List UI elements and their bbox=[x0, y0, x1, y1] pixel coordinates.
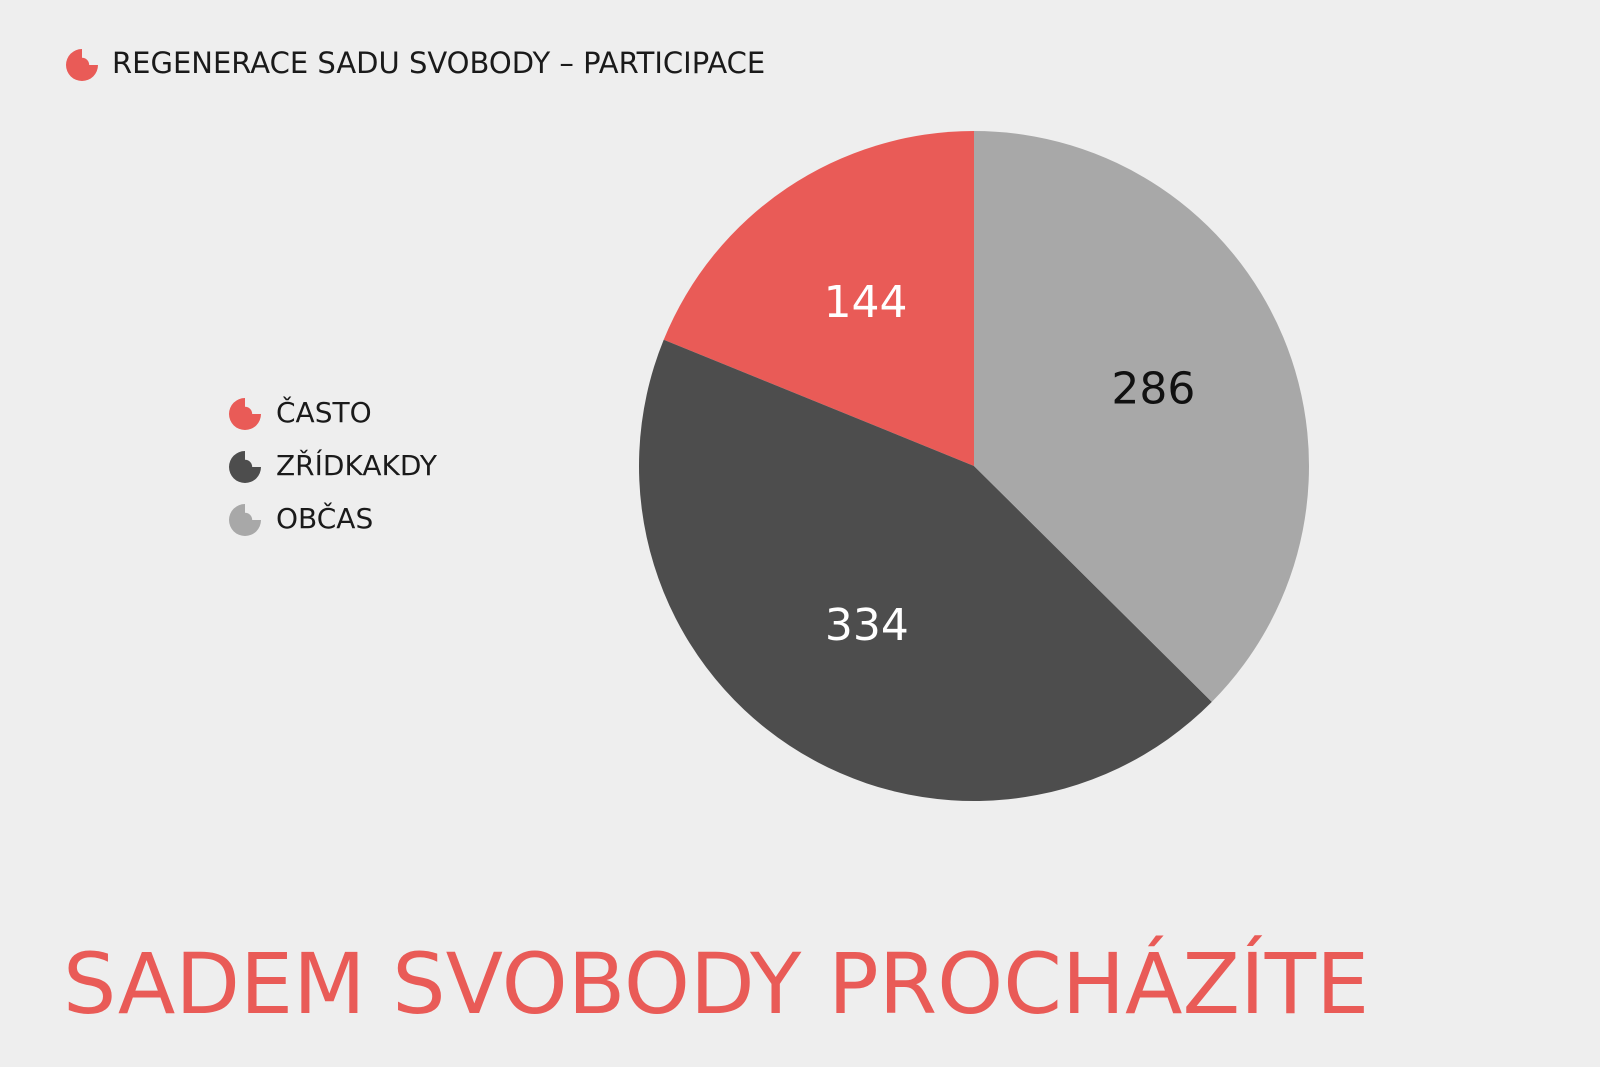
legend-label: ČASTO bbox=[276, 395, 372, 429]
pie-slice bbox=[639, 339, 1212, 801]
legend-icon bbox=[229, 398, 261, 430]
chart-title: SADEM SVOBODY PROCHÁZÍTE bbox=[63, 935, 1369, 1033]
legend-icon bbox=[229, 504, 261, 536]
data-label: 286 bbox=[1111, 363, 1195, 414]
data-label: 334 bbox=[825, 600, 909, 651]
header-icon-shape bbox=[66, 49, 98, 81]
data-label: 144 bbox=[824, 277, 908, 328]
pie-slice bbox=[663, 131, 974, 466]
legend-label: OBČAS bbox=[276, 501, 373, 535]
legend-icon bbox=[229, 451, 261, 483]
legend-label: ZŘÍDKAKDY bbox=[276, 448, 438, 482]
pie-slice bbox=[974, 131, 1309, 702]
header-icon bbox=[66, 49, 98, 81]
chart-subtitle: REGENERACE SADU SVOBODY – PARTICIPACE bbox=[112, 46, 765, 80]
